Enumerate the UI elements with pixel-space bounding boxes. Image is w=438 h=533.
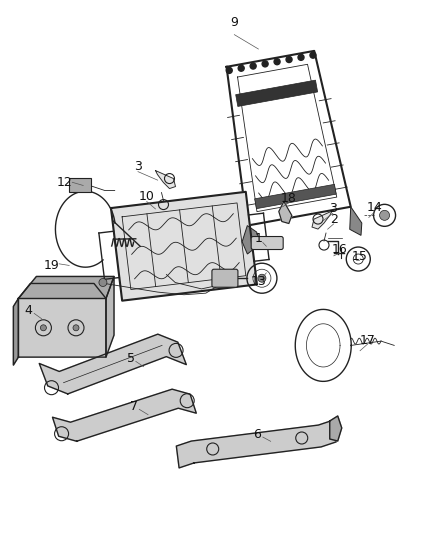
- Circle shape: [226, 67, 232, 74]
- Text: 14: 14: [367, 201, 382, 214]
- Polygon shape: [53, 389, 196, 441]
- Text: 1: 1: [254, 232, 262, 245]
- Polygon shape: [111, 192, 257, 301]
- Text: 16: 16: [332, 243, 347, 256]
- Text: 4: 4: [25, 304, 32, 317]
- Circle shape: [274, 59, 280, 64]
- Polygon shape: [18, 284, 106, 357]
- FancyBboxPatch shape: [251, 237, 283, 249]
- Polygon shape: [312, 211, 332, 229]
- Text: 6: 6: [254, 428, 261, 441]
- Polygon shape: [236, 80, 318, 107]
- Circle shape: [73, 325, 79, 331]
- Polygon shape: [242, 225, 261, 254]
- Polygon shape: [18, 277, 114, 298]
- Text: 15: 15: [351, 251, 367, 263]
- FancyBboxPatch shape: [212, 269, 238, 287]
- Polygon shape: [279, 201, 292, 223]
- Circle shape: [380, 211, 389, 220]
- Text: 17: 17: [360, 334, 376, 346]
- Circle shape: [262, 61, 268, 67]
- Text: 12: 12: [57, 176, 73, 189]
- Circle shape: [238, 65, 244, 71]
- Text: 18: 18: [281, 192, 297, 205]
- FancyBboxPatch shape: [69, 179, 91, 192]
- Polygon shape: [39, 334, 186, 394]
- Text: 19: 19: [44, 259, 60, 272]
- Polygon shape: [14, 298, 18, 365]
- Text: 3: 3: [329, 203, 337, 215]
- Text: 3: 3: [134, 160, 142, 173]
- Circle shape: [250, 63, 256, 69]
- Polygon shape: [330, 416, 342, 441]
- Polygon shape: [155, 171, 176, 189]
- Text: 2: 2: [330, 213, 338, 226]
- Text: 9: 9: [230, 16, 238, 29]
- Circle shape: [258, 274, 266, 282]
- Polygon shape: [177, 420, 336, 468]
- Polygon shape: [106, 277, 114, 357]
- Circle shape: [310, 52, 316, 58]
- Text: 10: 10: [139, 190, 155, 203]
- Polygon shape: [350, 207, 362, 236]
- Text: 7: 7: [130, 400, 138, 413]
- Circle shape: [99, 278, 107, 287]
- Polygon shape: [254, 184, 336, 209]
- Circle shape: [286, 56, 292, 62]
- Text: 13: 13: [251, 275, 266, 288]
- Circle shape: [298, 54, 304, 60]
- Circle shape: [40, 325, 46, 331]
- Text: 5: 5: [127, 352, 134, 365]
